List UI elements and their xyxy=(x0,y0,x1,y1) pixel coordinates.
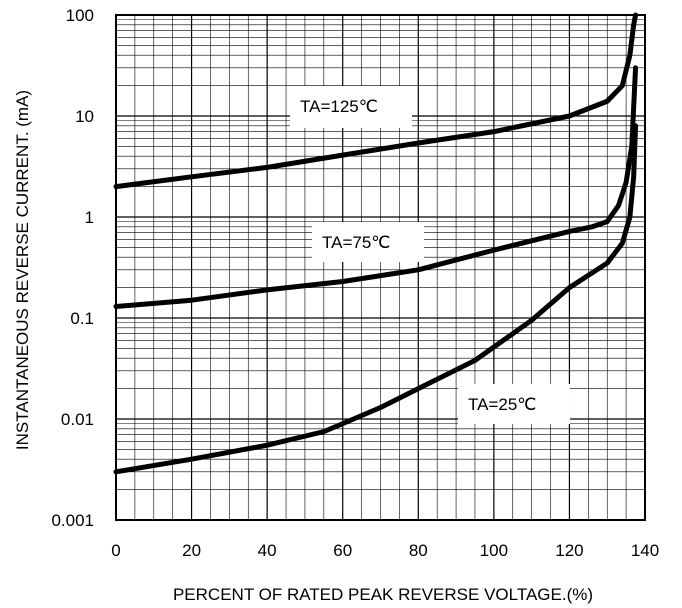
x-tick-label: 60 xyxy=(333,541,352,560)
series-label-ta125: TA=125℃ xyxy=(300,97,378,116)
x-axis-title: PERCENT OF RATED PEAK REVERSE VOLTAGE.(%… xyxy=(173,585,593,604)
x-tick-label: 0 xyxy=(111,541,120,560)
y-tick-label: 0.001 xyxy=(51,511,94,530)
label-bg-ta125 xyxy=(290,86,412,128)
tick-labels: 0 20 40 60 80 100 120 140 0.001 0.01 0.1 1 10 100 xyxy=(51,6,659,560)
curves xyxy=(113,12,639,475)
y-tick-label: 100 xyxy=(66,6,94,25)
x-tick-label: 100 xyxy=(480,541,508,560)
x-tick-label: 140 xyxy=(631,541,659,560)
series-label-ta25: TA=25℃ xyxy=(468,395,536,414)
y-axis-title: INSTANTANEOUS REVERSE CURRENT. (mA) xyxy=(13,90,32,450)
x-tick-label: 80 xyxy=(409,541,428,560)
x-tick-label: 20 xyxy=(182,541,201,560)
y-tick-label: 10 xyxy=(75,107,94,126)
y-tick-label: 0.01 xyxy=(61,410,94,429)
axes xyxy=(115,14,646,521)
series-label-ta75: TA=75℃ xyxy=(322,233,390,252)
y-tick-label: 0.1 xyxy=(70,309,94,328)
label-bg-ta25 xyxy=(458,384,570,424)
plot-frame xyxy=(115,14,646,521)
x-tick-label: 120 xyxy=(555,541,583,560)
x-tick-label: 40 xyxy=(258,541,277,560)
series-line-1 xyxy=(113,65,639,309)
series-line-2 xyxy=(113,123,639,475)
label-bg-ta75 xyxy=(312,222,424,262)
series-line-0 xyxy=(113,12,639,190)
y-tick-label: 1 xyxy=(85,208,94,227)
